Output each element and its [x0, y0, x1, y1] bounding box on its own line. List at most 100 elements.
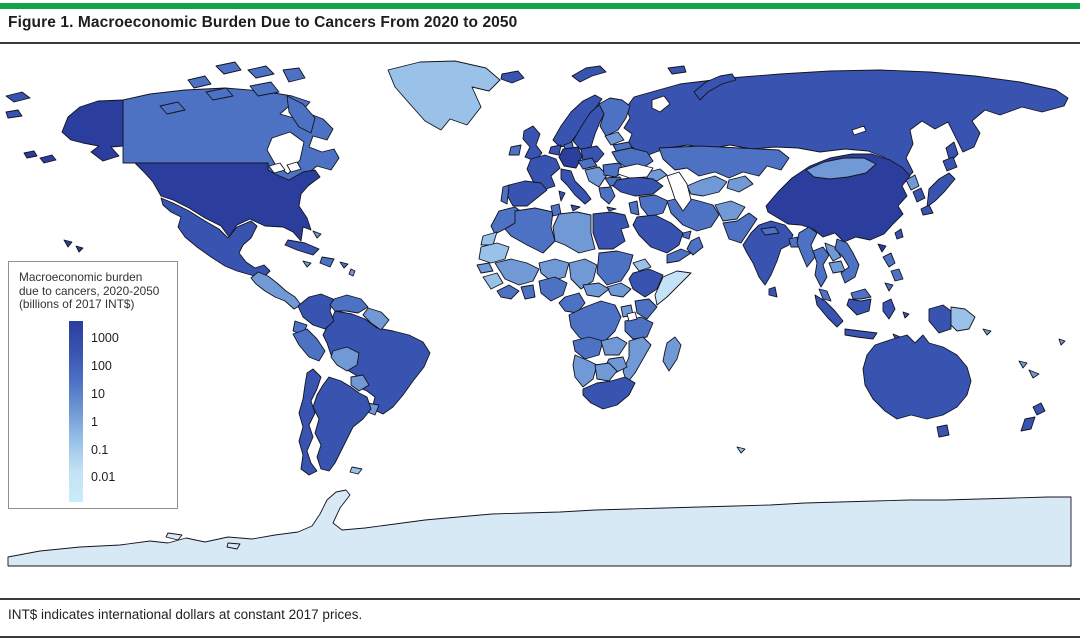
region-guinea [482, 272, 504, 290]
region-western-sahara [480, 231, 498, 246]
region-cambodia [828, 260, 846, 274]
region-malaysia-peninsula [818, 288, 832, 302]
region-poland [580, 145, 605, 163]
region-new-guinea-west [928, 304, 952, 334]
region-south-sudan [606, 282, 632, 298]
region-antarctic-isle [226, 542, 241, 550]
region-benelux [548, 144, 562, 156]
region-ivory-coast [496, 284, 520, 300]
region-canada-arctic-island [215, 61, 242, 75]
region-canada-arctic-island [247, 65, 275, 79]
region-paraguay [350, 374, 370, 392]
region-sri-lanka [768, 286, 778, 298]
region-south-africa [582, 376, 636, 410]
region-germany [558, 146, 583, 169]
region-sardinia [558, 190, 566, 202]
region-central-asia [686, 175, 728, 197]
region-japan-kyushu [920, 204, 934, 216]
region-canada-arctic-island [282, 67, 306, 83]
region-hainan [877, 243, 887, 253]
region-bahamas [312, 230, 322, 239]
footnote-divider-top [0, 598, 1080, 600]
region-sakhalin [945, 141, 959, 163]
region-taiwan [894, 228, 904, 240]
region-hawaii [63, 239, 73, 248]
region-zambia [600, 336, 628, 356]
region-mongolia [805, 157, 877, 180]
legend-title-line3: (billions of 2017 INT$) [19, 297, 135, 312]
region-libya [552, 211, 596, 254]
region-senegal [476, 262, 494, 274]
region-afghanistan [714, 200, 746, 222]
region-namibia [572, 354, 598, 388]
region-new-caledonia [1028, 369, 1040, 379]
legend-tick-100: 100 [91, 359, 112, 373]
region-chukotka-wrap [5, 91, 31, 103]
legend-gradient-bar [69, 321, 83, 502]
region-ukraine [611, 147, 654, 169]
region-ghana [520, 284, 536, 300]
region-pakistan [722, 212, 758, 244]
region-finland [598, 97, 631, 137]
region-aleutians [39, 154, 57, 164]
region-baltics [604, 131, 625, 146]
region-russia [623, 69, 1069, 181]
region-borneo-malaysia [850, 288, 872, 300]
figure-footnote: INT$ indicates international dollars at … [8, 607, 363, 622]
region-papua-new-guinea [950, 306, 976, 332]
region-ethiopia [628, 268, 664, 298]
region-laos [824, 242, 842, 262]
region-philippines [884, 282, 894, 292]
region-vanuatu [1018, 360, 1028, 369]
region-novaya-zemlya [693, 73, 737, 101]
region-hawaii [75, 245, 84, 253]
region-jamaica [302, 260, 312, 268]
region-angola [572, 336, 604, 360]
region-vietnam [834, 238, 860, 284]
region-colombia [297, 293, 335, 330]
region-guyanas [362, 307, 390, 331]
region-madagascar [662, 336, 682, 372]
region-uk [522, 125, 543, 162]
region-kyrgyz-tajik [726, 175, 754, 193]
region-iceland [500, 70, 525, 84]
region-antarctica [7, 489, 1072, 567]
region-portugal [500, 184, 510, 205]
legend-tick-0-01: 0.01 [91, 470, 116, 484]
region-new-zealand-north [1032, 402, 1046, 416]
region-italy [560, 168, 592, 205]
region-mexico [160, 197, 271, 279]
region-south-korea [912, 187, 926, 203]
region-antarctic-isle [165, 532, 183, 541]
region-japan-hokkaido [942, 156, 958, 172]
region-lesser-antilles [348, 268, 356, 277]
region-thailand [812, 246, 830, 288]
legend-title-line1: Macroeconomic burden [19, 270, 143, 284]
region-chile [298, 368, 322, 476]
title-divider [0, 42, 1080, 44]
region-philippines [890, 268, 904, 282]
region-egypt [592, 211, 630, 250]
region-fiji [1058, 338, 1066, 346]
region-venezuela [329, 294, 369, 314]
region-kenya [634, 298, 658, 320]
world-choropleth-map [5, 60, 1072, 567]
region-usa [134, 162, 321, 242]
region-canada-arctic-island [159, 101, 186, 115]
region-oman [686, 236, 704, 256]
region-greenland [387, 60, 501, 131]
region-chad [568, 258, 598, 290]
region-myanmar [796, 226, 818, 268]
water-caspian-sea [666, 171, 692, 212]
region-niger [538, 258, 570, 282]
figure-title: Figure 1. Macroeconomic Burden Due to Ca… [8, 14, 518, 31]
region-sicily [570, 204, 581, 212]
region-balkans [584, 166, 608, 188]
water-white-sea [651, 95, 671, 113]
region-china [765, 153, 911, 243]
water-lake-baikal [851, 125, 867, 136]
water-lake-victoria [626, 311, 638, 322]
region-franz-josef [667, 65, 687, 75]
region-hispaniola [319, 256, 335, 268]
region-nigeria [538, 276, 568, 302]
